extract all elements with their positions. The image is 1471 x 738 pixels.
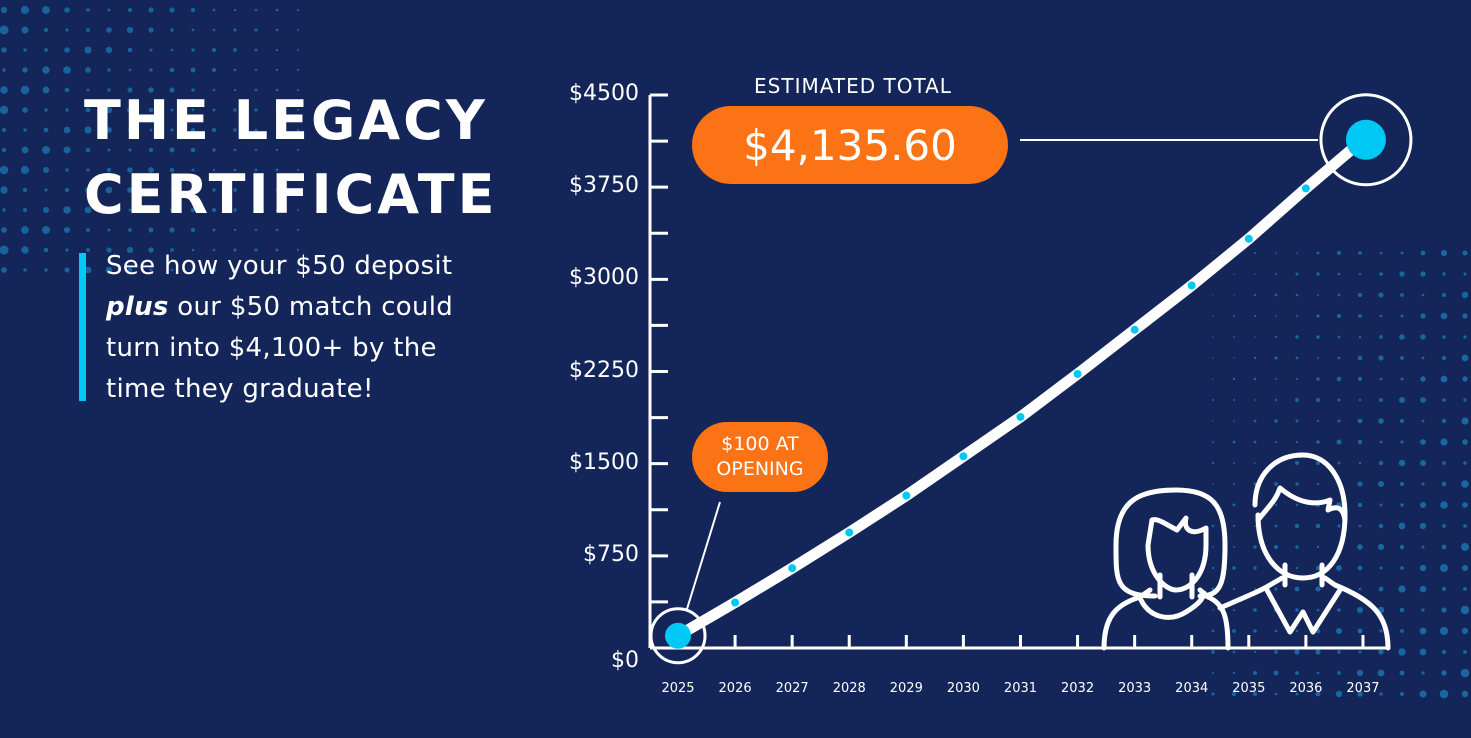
data-point	[902, 491, 911, 500]
x-tick-label: 2027	[775, 681, 809, 696]
y-tick-label: $0	[611, 648, 639, 673]
subtitle-text: See how your $50 deposit plus our $50 ma…	[106, 251, 454, 404]
data-point	[788, 564, 797, 573]
subtitle-accent-bar	[79, 253, 86, 401]
y-tick-label: $2250	[569, 357, 639, 383]
data-point	[1130, 325, 1139, 334]
x-tick-label: 2031	[1003, 681, 1038, 696]
x-tick-label: 2025	[661, 681, 695, 696]
balance-line	[649, 93, 1413, 665]
data-point	[1244, 234, 1253, 243]
x-tick-label: 2026	[718, 681, 752, 696]
x-tick-label: 2028	[832, 681, 866, 696]
x-tick-label: 2036	[1289, 681, 1323, 696]
page-title: THE LEGACY CERTIFICATE	[84, 84, 498, 232]
chart-axes	[648, 93, 1390, 650]
title-line-2: CERTIFICATE	[84, 163, 498, 226]
x-tick-label: 2030	[946, 681, 980, 696]
estimated-total-value: $4,135.60	[743, 120, 957, 170]
emphasis-plus: plus	[106, 292, 169, 322]
opening-deposit-badge: $100 AT OPENING	[692, 422, 828, 492]
x-tick-label: 2032	[1061, 681, 1095, 696]
data-point	[1016, 412, 1025, 421]
estimated-total-badge: $4,135.60	[692, 106, 1008, 184]
data-point	[959, 452, 968, 461]
title-line-1: THE LEGACY	[84, 89, 488, 152]
graduates-icon	[1101, 452, 1391, 651]
y-tick-label: $3000	[569, 265, 639, 291]
data-point	[1073, 369, 1082, 378]
y-tick-label: $4500	[569, 81, 639, 106]
y-tick-label: $1500	[569, 449, 639, 475]
x-tick-label: 2035	[1232, 681, 1266, 696]
x-tick-label: 2034	[1175, 681, 1209, 696]
y-tick-label: $750	[583, 541, 639, 567]
data-point	[1301, 184, 1310, 193]
data-point	[1187, 281, 1196, 290]
data-point	[845, 528, 854, 537]
x-tick-label: 2033	[1118, 681, 1152, 696]
x-tick-label: 2029	[889, 681, 923, 696]
data-point	[731, 598, 740, 607]
y-tick-label: $3750	[569, 173, 639, 199]
x-tick-label: 2037	[1346, 681, 1380, 696]
estimated-total-label: ESTIMATED TOTAL	[754, 74, 952, 98]
callout-leader-lines	[686, 139, 1318, 610]
